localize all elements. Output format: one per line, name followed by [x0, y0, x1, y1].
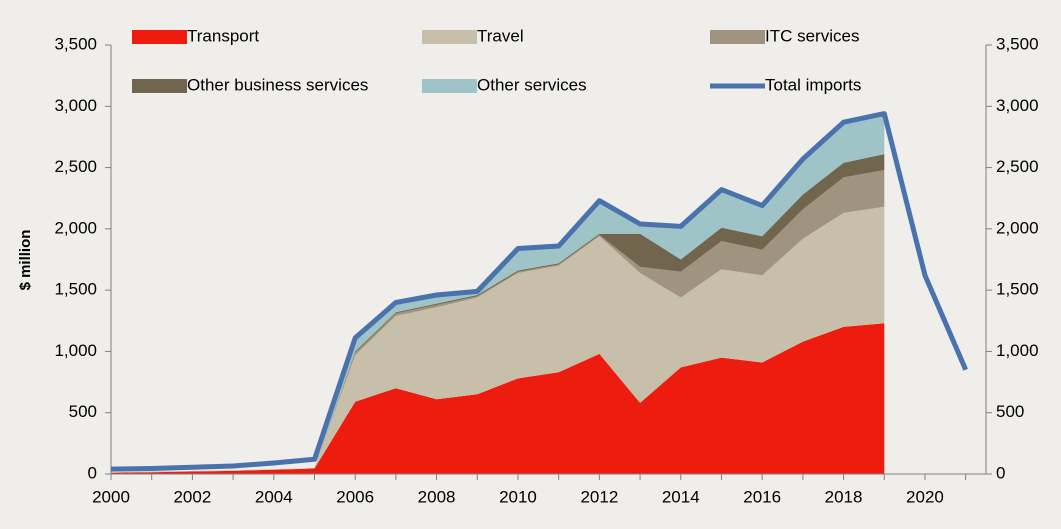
legend-label: Total imports — [765, 75, 861, 94]
y-tick-label: 3,000 — [54, 96, 97, 115]
x-tick-label: 2000 — [92, 487, 130, 506]
y2-tick-label: 1,000 — [996, 341, 1039, 360]
y-tick-label: 2,500 — [54, 157, 97, 176]
y-tick-label: 2,000 — [54, 218, 97, 237]
legend-label: ITC services — [765, 26, 859, 45]
y-tick-label: 0 — [88, 463, 97, 482]
legend-label: Other services — [477, 75, 587, 94]
legend-label: Travel — [477, 26, 524, 45]
area — [111, 206, 885, 473]
y2-tick-label: 3,000 — [996, 96, 1039, 115]
y2-tick-label: 2,000 — [996, 218, 1039, 237]
legend-label: Transport — [187, 26, 259, 45]
x-tick-label: 2014 — [662, 487, 700, 506]
x-tick-label: 2002 — [173, 487, 211, 506]
y2-tick-label: 3,500 — [996, 34, 1039, 53]
legend-swatch — [422, 79, 477, 93]
area — [111, 323, 885, 474]
x-tick-label: 2020 — [906, 487, 944, 506]
legend-label: Other business services — [187, 75, 368, 94]
y-tick-label: 500 — [69, 402, 97, 421]
y-axis-label: $ million — [17, 230, 34, 291]
x-tick-label: 2004 — [255, 487, 293, 506]
y2-tick-label: 0 — [996, 463, 1005, 482]
y2-tick-label: 1,500 — [996, 280, 1039, 299]
y-tick-label: 1,500 — [54, 280, 97, 299]
y-tick-label: 1,000 — [54, 341, 97, 360]
legend-swatch — [710, 30, 765, 44]
x-tick-label: 2006 — [336, 487, 374, 506]
y-tick-label: 3,500 — [54, 34, 97, 53]
x-tick-label: 2018 — [825, 487, 863, 506]
x-tick-label: 2008 — [418, 487, 456, 506]
legend-swatch — [132, 79, 187, 93]
x-tick-label: 2010 — [499, 487, 537, 506]
line — [110, 111, 968, 472]
y2-tick-label: 500 — [996, 402, 1024, 421]
x-tick-label: 2012 — [580, 487, 618, 506]
legend-swatch — [422, 30, 477, 44]
x-tick-label: 2016 — [743, 487, 781, 506]
legend-swatch — [132, 30, 187, 44]
y2-tick-label: 2,500 — [996, 157, 1039, 176]
